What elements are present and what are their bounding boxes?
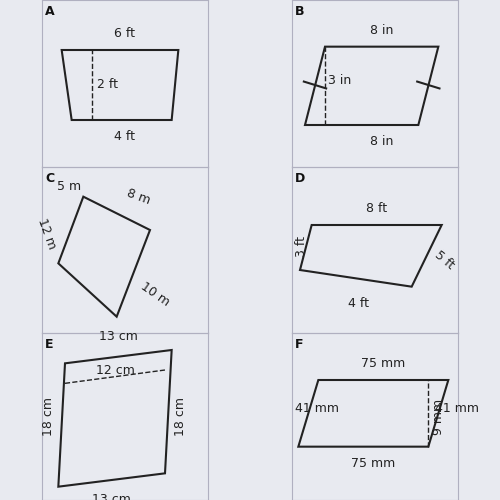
Text: 8 ft: 8 ft	[366, 202, 387, 215]
Text: 3 ft: 3 ft	[295, 236, 308, 257]
Text: 3 in: 3 in	[328, 74, 351, 86]
Text: 75 mm: 75 mm	[351, 456, 396, 469]
Text: 5 ft: 5 ft	[432, 248, 456, 272]
Text: 5 m: 5 m	[57, 180, 81, 194]
Text: 10 m: 10 m	[138, 280, 172, 309]
Text: 6 ft: 6 ft	[114, 27, 136, 40]
Text: D: D	[295, 172, 305, 184]
Text: 13 cm: 13 cm	[92, 494, 131, 500]
Text: 41 mm: 41 mm	[435, 402, 479, 415]
Text: 12 m: 12 m	[35, 216, 58, 250]
Text: 12 cm: 12 cm	[96, 364, 134, 376]
Text: 41 mm: 41 mm	[295, 402, 339, 415]
Text: 13 cm: 13 cm	[99, 330, 138, 344]
Text: F: F	[295, 338, 304, 351]
Text: A: A	[45, 5, 54, 18]
Text: 8 in: 8 in	[370, 135, 394, 148]
Text: B: B	[295, 5, 304, 18]
Text: 75 mm: 75 mm	[361, 357, 406, 370]
Text: 8 in: 8 in	[370, 24, 394, 36]
Text: 9 mm: 9 mm	[432, 398, 444, 434]
Text: 4 ft: 4 ft	[114, 130, 136, 143]
Text: 8 m: 8 m	[125, 186, 152, 206]
Text: C: C	[45, 172, 54, 184]
Text: 18 cm: 18 cm	[42, 397, 55, 436]
Text: E: E	[45, 338, 54, 351]
Text: 2 ft: 2 ft	[96, 78, 117, 92]
Text: 18 cm: 18 cm	[174, 397, 186, 436]
Text: 4 ft: 4 ft	[348, 296, 369, 310]
